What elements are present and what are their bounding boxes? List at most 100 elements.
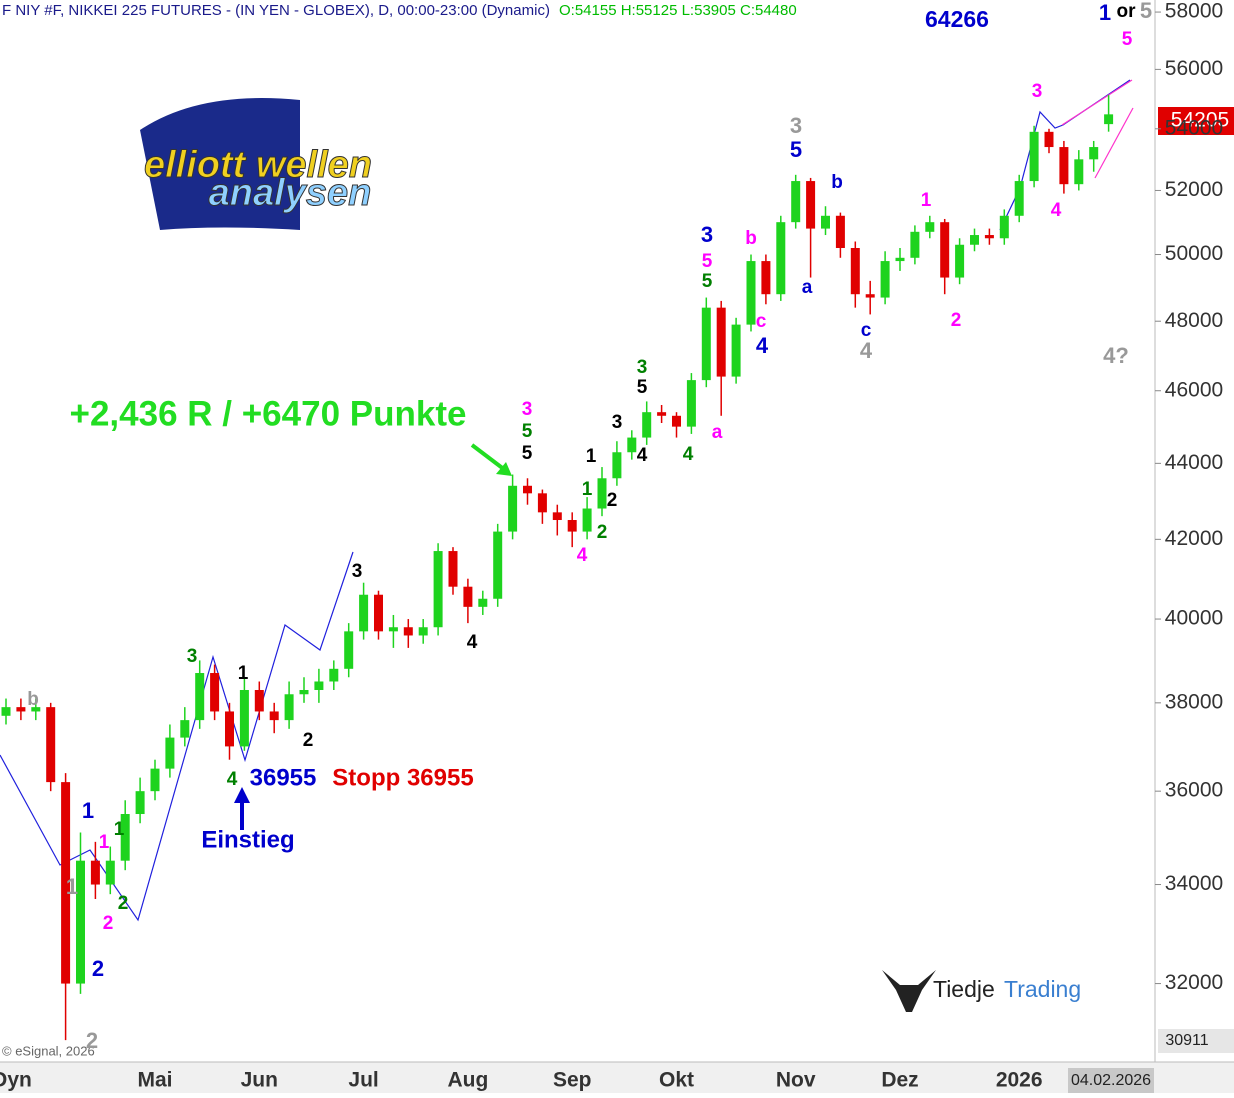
candle-body <box>910 231 920 258</box>
candle-body <box>478 598 488 607</box>
low-tag: 30911 <box>1165 1032 1208 1049</box>
x-tick-label: Jun <box>241 1069 278 1092</box>
wave-label: a <box>802 277 813 298</box>
candle-body <box>940 222 950 278</box>
logo-text: elliott wellen <box>144 144 372 186</box>
x-tick-label: 2026 <box>996 1069 1043 1092</box>
wave-label: 2 <box>597 522 608 543</box>
wave-label: 5 <box>702 251 713 272</box>
candle-body <box>865 294 875 298</box>
wave-label: 4 <box>1051 200 1062 221</box>
candle-body <box>418 627 428 636</box>
candle-body <box>46 707 56 783</box>
wave-label: 1 <box>586 446 597 467</box>
candle-body <box>523 485 532 494</box>
wave-label: 4 <box>467 632 478 653</box>
arrow-head <box>496 462 512 476</box>
x-tick-label: Okt <box>659 1069 694 1092</box>
candle-body <box>627 437 637 453</box>
candle-body <box>329 668 339 682</box>
candle-body <box>61 782 71 984</box>
candle-body <box>806 181 816 229</box>
candle-body <box>374 594 383 632</box>
candle-body <box>359 594 369 632</box>
candle-body <box>984 235 994 239</box>
candle-body <box>31 707 41 712</box>
wave-label: 2 <box>303 730 314 751</box>
wave-label: a <box>712 422 723 443</box>
x-tick-label: Aug <box>447 1069 488 1092</box>
candle-body <box>567 520 577 532</box>
candle-body <box>1074 159 1084 185</box>
candle-body <box>791 181 801 223</box>
candle-body <box>508 485 518 532</box>
brand-icon <box>882 970 936 1012</box>
wave-label: b <box>831 172 843 193</box>
y-tick-label: 40000 <box>1165 607 1223 630</box>
candle-body <box>165 737 175 769</box>
wave-label: 5 <box>1140 0 1152 23</box>
time-axis-panel <box>0 1062 1234 1093</box>
candle-body <box>388 627 398 632</box>
candle-body <box>195 673 205 721</box>
date-tag-box <box>1068 1068 1154 1093</box>
low-tag-box <box>1158 1029 1234 1053</box>
candle-body <box>880 261 890 298</box>
wave-label: 1 <box>99 832 110 853</box>
wave-label: 3 <box>701 222 713 247</box>
date-tag: 04.02.2026 <box>1071 1072 1151 1089</box>
wave-label: c <box>756 311 767 332</box>
candle-body <box>701 307 711 381</box>
x-tick-label: Mai <box>137 1069 172 1092</box>
y-tick-label: 34000 <box>1165 872 1223 895</box>
candle-body <box>314 681 324 690</box>
wave-label: 3 <box>790 113 802 138</box>
wave-label: 4 <box>227 769 238 790</box>
wave-label: 4 <box>637 445 648 466</box>
candle-body <box>582 508 592 532</box>
candle-body <box>1104 114 1114 125</box>
candle-body <box>835 215 845 249</box>
candle-body <box>120 814 130 861</box>
candle-body <box>254 689 264 712</box>
wave-label: 2 <box>607 490 618 511</box>
wave-label: 3 <box>612 412 623 433</box>
wave-label: 4? <box>1103 343 1129 368</box>
candle-body <box>746 261 756 325</box>
wave-label: 2 <box>92 956 104 981</box>
candle-body <box>537 493 547 513</box>
x-tick-label: Dyn <box>0 1069 32 1092</box>
candle-body <box>225 711 234 747</box>
headline: +2,436 R / +6470 Punkte <box>70 394 467 433</box>
candle-body <box>552 512 562 521</box>
wave-label: 5 <box>522 443 533 464</box>
candle-body <box>821 215 830 229</box>
brand-text: Tiedje <box>933 976 995 1002</box>
candle-body <box>925 222 935 232</box>
price-axis-panel <box>1155 0 1234 1062</box>
y-tick-label: 54000 <box>1165 116 1223 139</box>
wave-label: 1 <box>238 663 249 684</box>
wave-label: 4 <box>577 545 588 566</box>
candle-body <box>612 452 622 479</box>
candle-body <box>1089 147 1099 160</box>
candle-body <box>463 586 473 607</box>
x-tick-label: Nov <box>776 1069 816 1092</box>
candle-body <box>135 791 145 815</box>
wave-label: 2 <box>103 913 114 934</box>
stop-label: Stopp 36955 <box>332 764 473 791</box>
x-tick-label: Jul <box>348 1069 378 1092</box>
entry-level: 36955 <box>250 764 317 791</box>
wave-label: 4 <box>756 333 769 358</box>
candle-body <box>1029 131 1039 182</box>
candle-body <box>76 860 85 984</box>
candle-body <box>180 720 190 738</box>
chart-title: F NIY #F, NIKKEI 225 FUTURES - (IN YEN -… <box>2 2 550 19</box>
candle-body <box>850 248 860 295</box>
wave-label: 2 <box>118 893 129 914</box>
candle-body <box>344 631 354 669</box>
wedge-line <box>1094 107 1134 179</box>
wave-label: 3 <box>187 646 198 667</box>
